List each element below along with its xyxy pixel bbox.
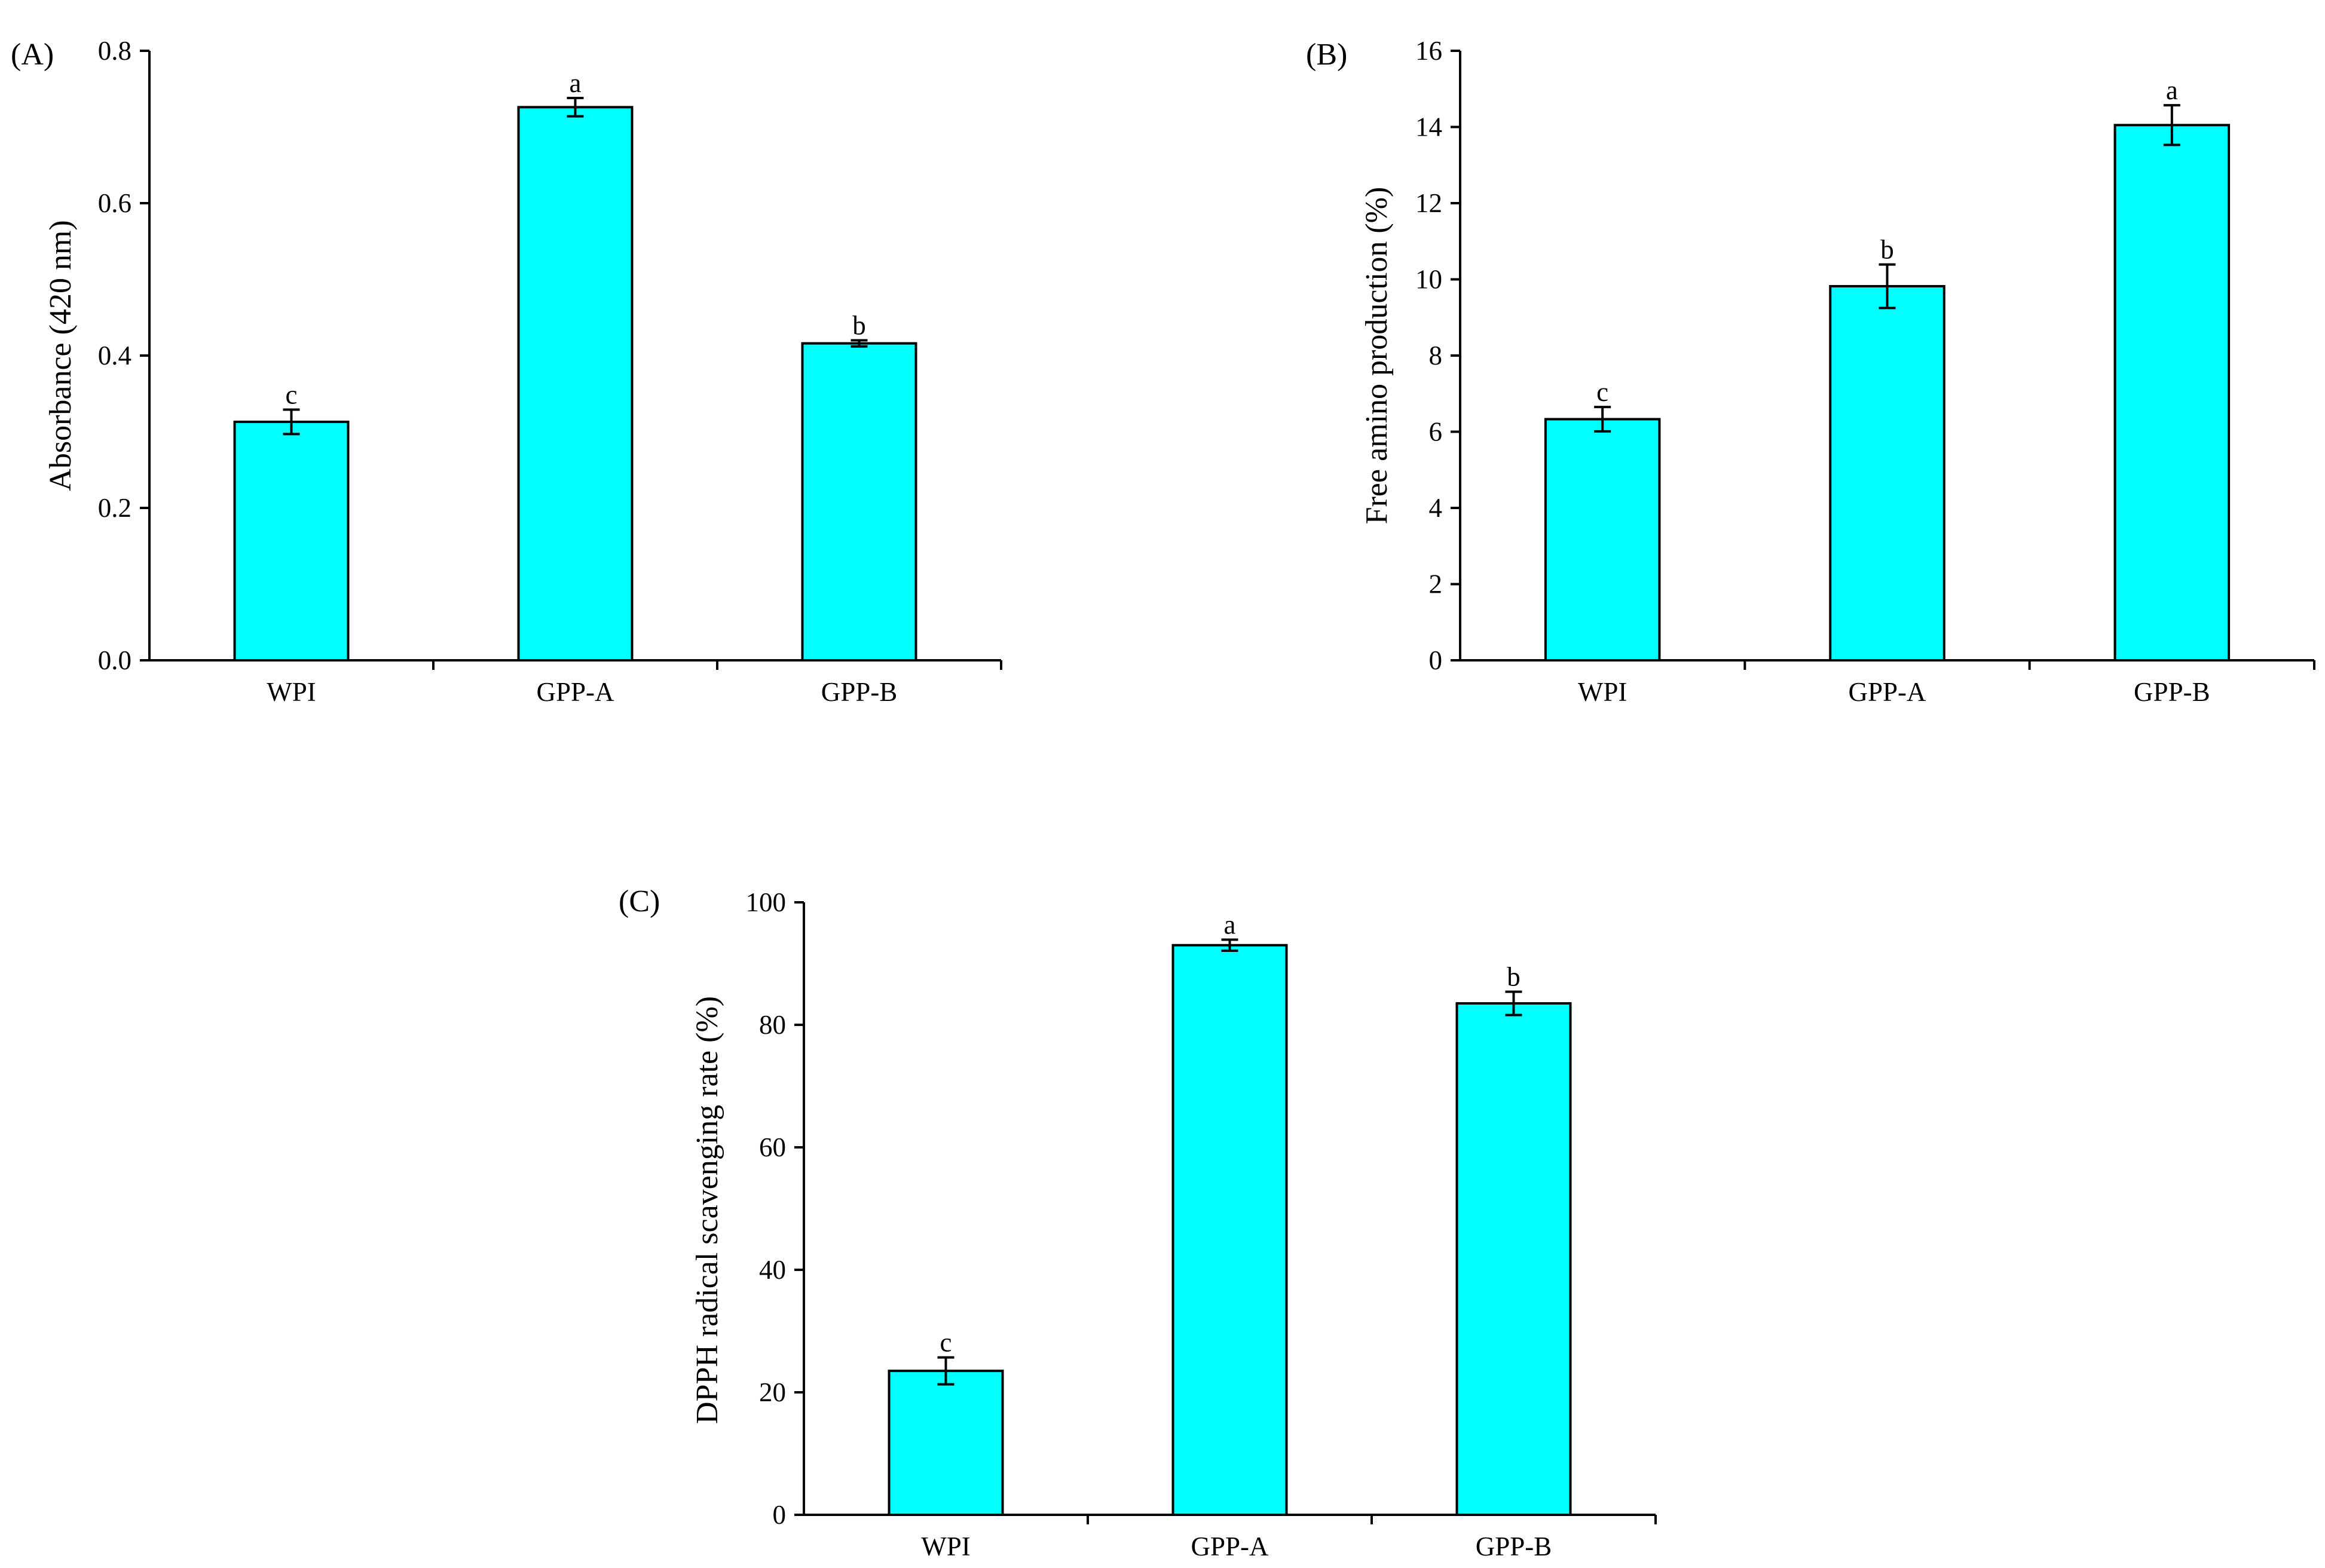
x-tick-label: WPI (267, 677, 316, 707)
y-tick-label: 12 (1415, 188, 1442, 218)
y-tick-label: 10 (1415, 265, 1442, 295)
y-tick-label: 0.0 (98, 645, 131, 675)
y-tick-label: 8 (1429, 341, 1443, 370)
y-tick-label: 0.8 (98, 36, 131, 66)
x-tick-label: GPP-A (1191, 1532, 1269, 1561)
panel-b-free-amino-chart: (B) Free amino production (%) 0 2 4 6 8 10 12 14 1… (1306, 36, 2315, 707)
x-tick-label: GPP-A (1848, 677, 1926, 707)
panel-label: (B) (1306, 38, 1347, 72)
x-tick-label: GPP-B (2134, 677, 2210, 707)
significance-letter: a (2166, 75, 2178, 105)
y-tick-label: 0 (773, 1500, 787, 1530)
y-axis-title: Absorbance (420 nm) (44, 220, 78, 491)
y-tick-label: 100 (746, 887, 787, 917)
bar-gpp-a (1829, 284, 1945, 662)
y-tick-label: 20 (759, 1377, 786, 1407)
significance-letter: c (286, 380, 298, 410)
bar-gpp-b (801, 342, 917, 662)
y-tick-label: 0.6 (98, 188, 131, 218)
bar-gpp-a (517, 106, 634, 662)
bar-wpi (233, 420, 350, 662)
y-tick-label: 0.4 (98, 341, 131, 370)
y-tick-label: 60 (759, 1132, 786, 1162)
bar-gpp-a (1171, 944, 1288, 1516)
y-tick-label: 0.2 (98, 493, 131, 523)
significance-letter: b (1880, 235, 1894, 265)
bar-wpi (1544, 418, 1661, 662)
panel-label: (C) (619, 884, 660, 918)
panel-label: (A) (11, 38, 54, 72)
x-tick-label: GPP-A (536, 677, 614, 707)
y-tick-label: 4 (1429, 493, 1443, 523)
y-tick-label: 16 (1415, 36, 1442, 66)
y-tick-label: 40 (759, 1255, 786, 1285)
x-tick-label: GPP-B (1476, 1532, 1552, 1561)
y-tick-label: 2 (1429, 569, 1443, 599)
y-tick-label: 0 (1429, 645, 1443, 675)
bar-gpp-b (1455, 1002, 1572, 1516)
significance-letter: b (852, 311, 866, 341)
panel-c-dpph-chart: (C) DPPH radical scavenging rate (%) 0 20 40… (619, 884, 1657, 1561)
y-tick-label: 80 (759, 1010, 786, 1040)
y-axis-title: DPPH radical scavenging rate (%) (690, 996, 724, 1424)
x-tick-label: WPI (1578, 677, 1628, 707)
significance-letter: c (1596, 377, 1608, 407)
y-tick-label: 6 (1429, 417, 1443, 447)
panel-a-absorbance-chart: (A) Absorbance (420 nm) 0.0 0.2 0.4 0.6 0.8 c WP… (11, 36, 1002, 707)
x-tick-label: GPP-B (821, 677, 898, 707)
significance-letter: c (940, 1328, 952, 1358)
significance-letter: b (1507, 962, 1521, 992)
bar-wpi (888, 1370, 1004, 1516)
y-tick-label: 14 (1415, 112, 1442, 142)
y-axis-title: Free amino production (%) (1360, 187, 1394, 525)
significance-letter: a (1224, 910, 1236, 940)
x-tick-label: WPI (921, 1532, 971, 1561)
bar-gpp-b (2113, 124, 2231, 662)
significance-letter: a (570, 68, 582, 98)
